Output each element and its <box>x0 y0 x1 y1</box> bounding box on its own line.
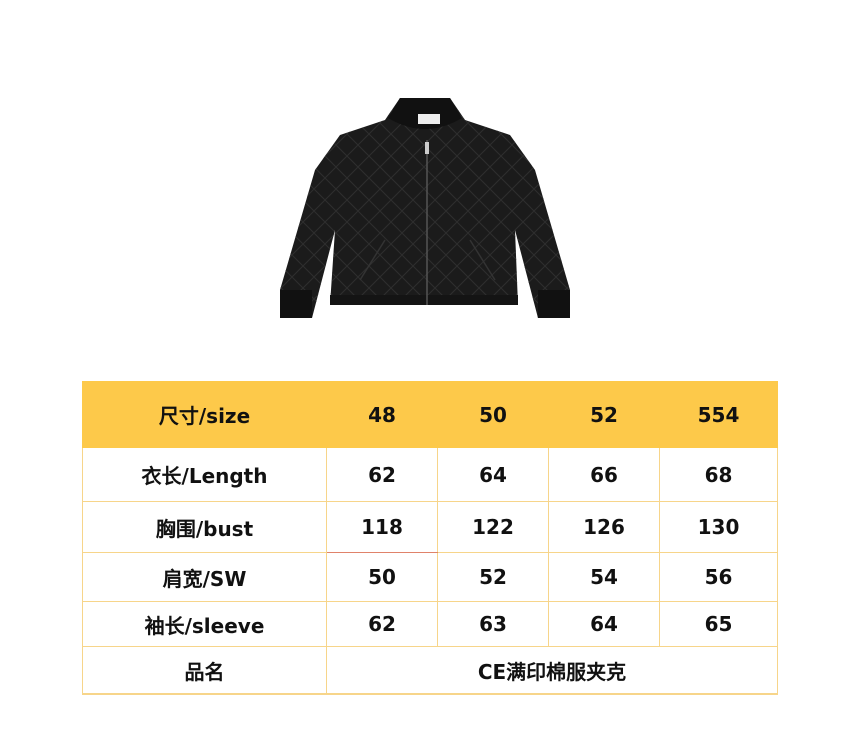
size-chart-table: 尺寸/size 48 50 52 554 衣长/Length 62 64 66 … <box>82 381 778 695</box>
cell: 54 <box>548 552 660 602</box>
header-label: 尺寸/size <box>82 381 327 448</box>
cell: 64 <box>437 447 549 502</box>
row-label: 袖长/sleeve <box>82 601 327 647</box>
cell: 68 <box>659 447 778 502</box>
cell: 63 <box>437 601 549 647</box>
size-header: 48 <box>326 381 438 448</box>
jacket-product-image <box>280 98 570 318</box>
cell: 52 <box>437 552 549 602</box>
table-row: 袖长/sleeve 62 63 64 65 <box>82 601 778 647</box>
product-name-row: 品名 CE满印棉服夹克 <box>82 646 778 695</box>
cell: 118 <box>326 501 438 553</box>
cell: 64 <box>548 601 660 647</box>
cell: 130 <box>659 501 778 553</box>
row-label: 衣长/Length <box>82 447 327 502</box>
header-row: 尺寸/size 48 50 52 554 <box>82 381 778 448</box>
cell: 62 <box>326 447 438 502</box>
cell: 62 <box>326 601 438 647</box>
product-name-value: CE满印棉服夹克 <box>326 646 778 695</box>
size-header: 52 <box>548 381 660 448</box>
product-name-label: 品名 <box>82 646 327 695</box>
cell: 50 <box>326 552 438 602</box>
row-label: 胸围/bust <box>82 501 327 553</box>
cell: 122 <box>437 501 549 553</box>
size-header: 554 <box>659 381 778 448</box>
cell: 65 <box>659 601 778 647</box>
row-label: 肩宽/SW <box>82 552 327 602</box>
table-row: 衣长/Length 62 64 66 68 <box>82 447 778 502</box>
cell: 56 <box>659 552 778 602</box>
cell: 66 <box>548 447 660 502</box>
size-header: 50 <box>437 381 549 448</box>
cell: 126 <box>548 501 660 553</box>
table-row: 肩宽/SW 50 52 54 56 <box>82 552 778 602</box>
table-row: 胸围/bust 118 122 126 130 <box>82 501 778 553</box>
